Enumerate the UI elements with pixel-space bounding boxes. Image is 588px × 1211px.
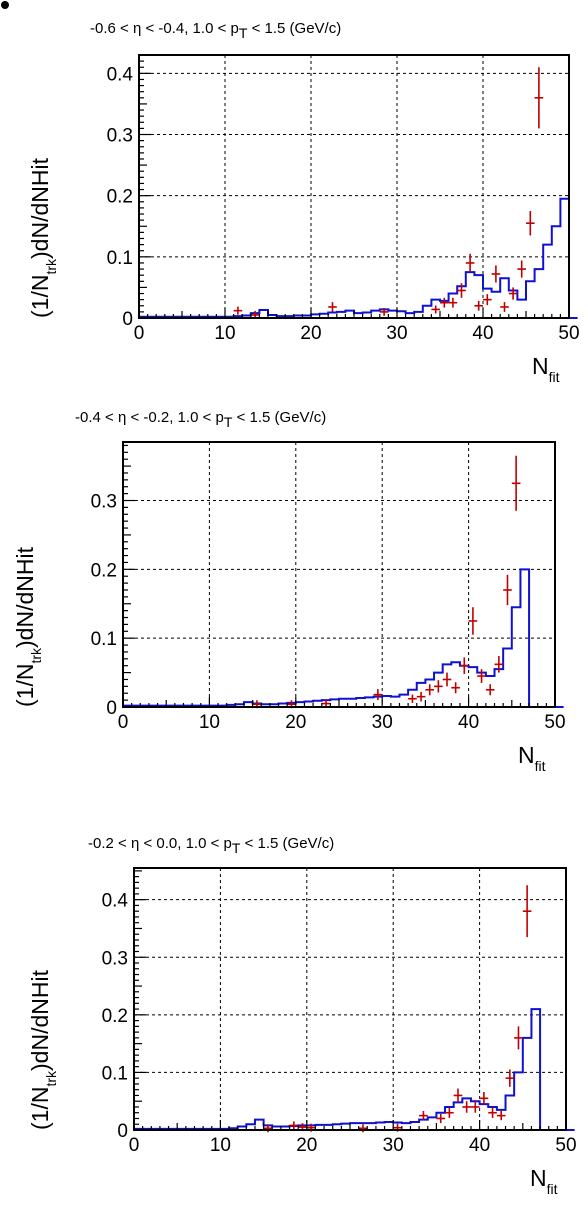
panel-2-data-point — [408, 694, 417, 703]
panel-1-data-point — [483, 294, 492, 306]
panel-3-data-point — [462, 1101, 471, 1113]
panel-2-data-point — [442, 672, 452, 687]
panel-1-data-point — [491, 265, 501, 283]
panel-1-x-tick-label: 50 — [558, 323, 579, 344]
panel-3-data-point — [436, 1113, 446, 1124]
panel-3-data-point — [522, 885, 532, 938]
panel-3-data-point — [358, 1124, 368, 1133]
panel-2-x-tick-label: 10 — [199, 712, 220, 733]
panel-1-data-point — [465, 253, 475, 273]
corner-dot — [1, 1, 9, 9]
panel-1-y-tick-label: 0 — [122, 309, 133, 330]
panel-3-y-tick-label: 0.2 — [102, 1006, 128, 1027]
panel-1-data-point — [431, 305, 440, 314]
panel-2-y-tick-label: 0.1 — [91, 629, 117, 650]
panel-3: -0.2 < η < 0.0, 1.0 < pT < 1.5 (GeV/c) (… — [27, 835, 577, 1197]
panel-2-data-point — [373, 689, 383, 701]
panel-2-x-tick-label: 50 — [544, 712, 565, 733]
panel-2-xlabel: Nfit — [518, 742, 546, 774]
panel-3-y-tick-label: 0 — [117, 1121, 128, 1142]
panel-1-data-point — [328, 302, 337, 312]
panel-1-xlabel: Nfit — [532, 353, 560, 385]
panel-1-y-tick-label: 0.2 — [107, 187, 133, 208]
panel-3-y-tick-label: 0.4 — [102, 891, 129, 912]
panel-1-x-tick-label: 40 — [472, 323, 493, 344]
panel-3-ylabel: (1/Ntrk)dN/dNHit — [27, 969, 59, 1130]
panel-3-x-tick-label: 40 — [469, 1135, 490, 1156]
panel-2-title: -0.4 < η < -0.2, 1.0 < pT < 1.5 (GeV/c) — [75, 409, 326, 430]
panel-1-mc-histogram — [138, 197, 578, 319]
panel-2-data-point — [485, 684, 495, 696]
panel-2-data-point — [459, 657, 469, 674]
panel-2-y-tick-label: 0 — [106, 698, 117, 719]
panel-3-x-tick-label: 20 — [296, 1135, 317, 1156]
panel-1-data-point — [448, 297, 458, 308]
panel-3-mc-histogram — [133, 1008, 575, 1131]
panel-3-frame — [133, 867, 567, 1131]
panel-1-data-point — [526, 210, 535, 236]
panel-2-data-point — [503, 574, 512, 606]
panel-2-ylabel: (1/Ntrk)dN/dNHit — [12, 546, 44, 707]
panel-2-y-tick-label: 0.3 — [91, 492, 117, 513]
panel-3-xlabel: Nfit — [530, 1165, 558, 1197]
panel-2-data-point — [511, 455, 521, 511]
panel-2-data-point — [425, 684, 435, 696]
panel-3-data-point — [488, 1107, 497, 1118]
panel-1-data-point — [508, 287, 518, 300]
panel-1-x-tick-label: 30 — [386, 323, 407, 344]
panel-1-data-point — [233, 306, 243, 315]
panel-3-y-tick-label: 0.1 — [102, 1063, 128, 1084]
panel-3-x-tick-label: 10 — [210, 1135, 231, 1156]
panel-2-x-tick-label: 20 — [285, 712, 306, 733]
panel-3-x-tick-label: 30 — [383, 1135, 404, 1156]
panel-2-x-tick-label: 40 — [458, 712, 479, 733]
panel-1-data-point — [379, 307, 389, 316]
panel-1-data-point — [457, 283, 466, 298]
panel-2-data-point — [434, 680, 443, 693]
panel-1-ylabel: (1/Ntrk)dN/dNHit — [27, 157, 59, 318]
panel-1-x-tick-label: 20 — [300, 323, 321, 344]
panel-1-data-point — [517, 260, 526, 278]
panel-3-data-point — [479, 1091, 489, 1105]
panel-1-data-point — [500, 302, 509, 312]
panel-1-data-point — [534, 67, 544, 129]
panel-3-x-tick-label: 0 — [129, 1135, 140, 1156]
panel-3-data-point — [514, 1026, 523, 1050]
panel-3-data-point — [289, 1121, 299, 1130]
panel-2-y-tick-label: 0.2 — [91, 560, 117, 581]
panel-2-data-point — [451, 682, 460, 694]
panel-3-data-point — [496, 1110, 506, 1121]
panel-3-data-point — [505, 1069, 515, 1087]
panel-2-x-tick-label: 30 — [372, 712, 393, 733]
panel-1-data-point — [440, 297, 449, 308]
panel-3-data-point — [470, 1101, 480, 1113]
panel-3-y-tick-label: 0.3 — [102, 948, 128, 969]
panel-1-data-point — [474, 300, 483, 311]
panel-1-y-tick-label: 0.4 — [107, 64, 134, 85]
panel-3-data-point — [445, 1107, 454, 1118]
panel-3-title: -0.2 < η < 0.0, 1.0 < pT < 1.5 (GeV/c) — [88, 835, 334, 856]
panel-3-x-tick-label: 50 — [555, 1135, 576, 1156]
panel-2-data-point — [494, 656, 504, 673]
panel-2-x-tick-label: 0 — [118, 712, 129, 733]
panel-2-frame — [122, 441, 556, 708]
panel-2-mc-histogram — [122, 568, 564, 708]
panel-1: -0.6 < η < -0.4, 1.0 < pT < 1.5 (GeV/c) … — [27, 20, 580, 385]
panel-1-title: -0.6 < η < -0.4, 1.0 < pT < 1.5 (GeV/c) — [90, 20, 341, 41]
panel-1-x-tick-label: 0 — [134, 323, 145, 344]
panel-2: -0.4 < η < -0.2, 1.0 < pT < 1.5 (GeV/c) … — [12, 409, 566, 774]
panel-2-data-point — [477, 669, 486, 683]
panel-3-data-point — [453, 1088, 463, 1103]
panel-2-data-point — [468, 607, 478, 635]
panel-1-y-tick-label: 0.3 — [107, 126, 133, 147]
panel-3-data-point — [419, 1110, 428, 1121]
panel-2-data-point — [416, 691, 426, 702]
panel-1-x-tick-label: 10 — [214, 323, 235, 344]
panel-1-y-tick-label: 0.1 — [107, 248, 133, 269]
